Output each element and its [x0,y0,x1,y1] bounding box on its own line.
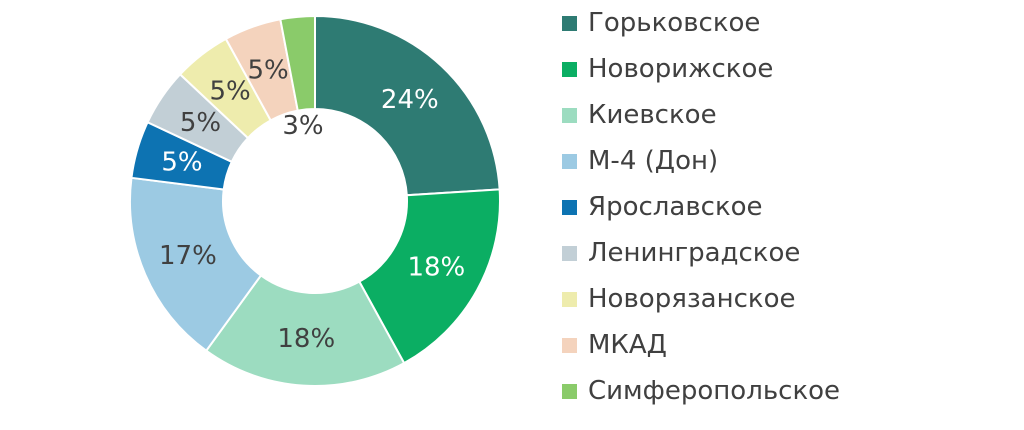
legend-label: М-4 (Дон) [588,146,719,176]
legend-item-4: М-4 (Дон) [562,138,840,184]
legend-label: Новорижское [588,54,774,84]
slice-label-1: 24% [381,85,439,115]
slice-label-4: 17% [159,241,217,271]
legend-item-2: Новорижское [562,46,840,92]
legend-item-5: Ярославское [562,184,840,230]
legend-item-3: Киевское [562,92,840,138]
legend-label: Ленинградское [588,238,801,268]
donut-plot: 24%18%18%17%5%5%5%5%3% [129,14,501,387]
legend-swatch [562,291,577,307]
donut-slice-9 [279,14,316,112]
legend-label: Ярославское [588,192,763,222]
legend-item-6: Ленинградское [562,230,840,276]
donut-slice-1 [314,14,501,197]
legend: Горьковское Новорижское Киевское М-4 (Дон) Я… [562,0,840,414]
slice-label-2: 18% [407,253,465,283]
legend-label: МКАД [588,330,667,360]
slice-label-6: 5% [180,108,221,138]
legend-swatch [562,383,577,399]
legend-item-1: Горьковское [562,0,840,46]
legend-swatch [562,153,577,169]
legend-item-7: Новорязанское [562,276,840,322]
legend-swatch [562,61,577,77]
legend-label: Киевское [588,100,717,130]
donut-slice-2 [357,188,501,365]
legend-swatch [562,107,577,123]
legend-label: Горьковское [588,8,761,38]
legend-label: Симферопольское [588,376,841,406]
slice-label-8: 5% [247,56,288,86]
legend-label: Новорязанское [588,284,796,314]
slice-label-7: 5% [209,77,250,107]
slice-label-5: 5% [161,147,202,177]
legend-swatch [562,337,577,353]
legend-swatch [562,199,577,215]
slice-label-9: 3% [282,111,323,141]
donut-slice-3 [204,274,406,387]
legend-swatch [562,15,577,31]
slice-label-3: 18% [277,324,335,354]
donut-slice-4 [129,176,263,353]
legend-item-8: МКАД [562,322,840,368]
legend-item-9: Симферопольское [562,368,840,414]
legend-swatch [562,245,577,261]
